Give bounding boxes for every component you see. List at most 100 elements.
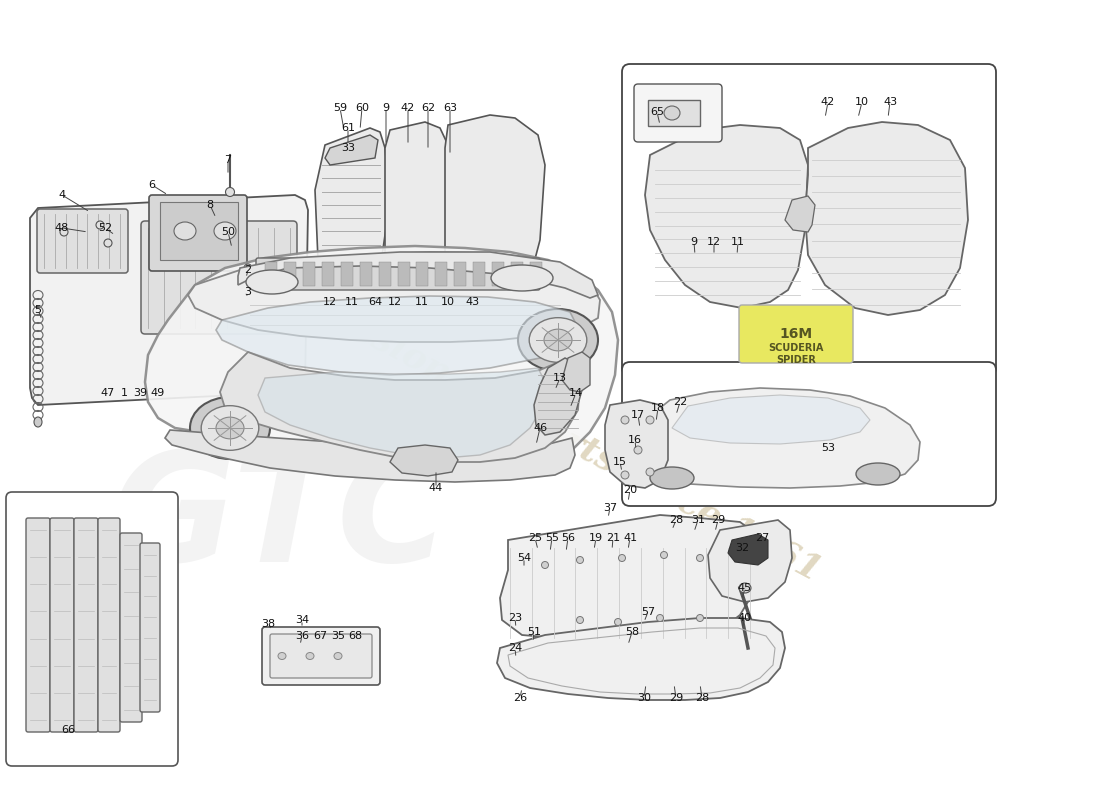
Text: 3: 3 [244,287,252,297]
Polygon shape [390,445,458,476]
Text: 25: 25 [528,533,542,543]
Ellipse shape [214,222,236,240]
Ellipse shape [529,318,586,362]
Text: 28: 28 [669,515,683,525]
Ellipse shape [244,284,252,292]
Ellipse shape [646,468,654,476]
Ellipse shape [618,554,626,562]
FancyBboxPatch shape [634,84,722,142]
FancyBboxPatch shape [262,627,380,685]
Text: 5: 5 [34,305,42,315]
Text: 40: 40 [738,613,752,623]
Text: 49: 49 [151,388,165,398]
Text: 28: 28 [695,693,710,703]
Text: 56: 56 [561,533,575,543]
Ellipse shape [518,309,598,371]
FancyBboxPatch shape [270,634,372,678]
Text: 23: 23 [508,613,522,623]
Text: 46: 46 [532,423,547,433]
Text: 38: 38 [261,619,275,629]
Text: 41: 41 [623,533,637,543]
Text: 65: 65 [650,107,664,117]
FancyBboxPatch shape [74,518,98,732]
Text: 33: 33 [341,143,355,153]
Ellipse shape [244,264,252,272]
FancyBboxPatch shape [621,362,996,506]
Ellipse shape [856,463,900,485]
Text: 34: 34 [295,615,309,625]
Text: 12: 12 [707,237,722,247]
Ellipse shape [657,614,663,622]
Ellipse shape [615,618,622,626]
Text: 8: 8 [207,200,213,210]
Polygon shape [645,125,808,308]
Ellipse shape [634,446,642,454]
Polygon shape [258,368,544,458]
Ellipse shape [646,416,654,424]
Text: 50: 50 [221,227,235,237]
Bar [648,100,700,126]
Polygon shape [728,534,768,565]
Ellipse shape [576,617,583,623]
Polygon shape [188,252,600,342]
Text: 15: 15 [613,457,627,467]
Text: 12: 12 [388,297,403,307]
Polygon shape [324,135,378,165]
Text: 9: 9 [383,103,389,113]
Bar [341,262,353,286]
Text: 27: 27 [755,533,769,543]
Bar [322,262,333,286]
Polygon shape [385,122,450,278]
Text: a passion for parts since 1961: a passion for parts since 1961 [273,272,827,588]
Text: 1: 1 [121,388,128,398]
Polygon shape [534,358,582,435]
Polygon shape [605,400,668,488]
Text: 36: 36 [295,631,309,641]
Text: 52: 52 [98,223,112,233]
Bar [360,262,372,286]
Ellipse shape [174,222,196,240]
Bar [160,202,238,260]
Polygon shape [562,352,590,392]
Text: 42: 42 [821,97,835,107]
Ellipse shape [190,397,270,459]
Text: 31: 31 [691,515,705,525]
Polygon shape [708,520,792,602]
Polygon shape [238,252,598,298]
Text: 68: 68 [348,631,362,641]
Text: 21: 21 [606,533,620,543]
Bar [397,262,409,286]
FancyBboxPatch shape [6,492,178,766]
Ellipse shape [696,614,704,622]
Bar [492,262,504,286]
Ellipse shape [491,265,553,291]
Text: 29: 29 [669,693,683,703]
Text: 12: 12 [323,297,337,307]
Polygon shape [497,618,785,700]
Bar [417,262,428,286]
Ellipse shape [96,221,104,229]
Polygon shape [500,515,762,642]
FancyBboxPatch shape [148,195,248,271]
Text: 14: 14 [569,388,583,398]
Text: 59: 59 [333,103,348,113]
Text: 16: 16 [628,435,642,445]
Text: 11: 11 [345,297,359,307]
Ellipse shape [621,471,629,479]
Polygon shape [315,128,390,278]
Ellipse shape [696,554,704,562]
Text: 26: 26 [513,693,527,703]
Polygon shape [785,196,815,232]
FancyBboxPatch shape [50,518,74,732]
Text: 48: 48 [55,223,69,233]
Polygon shape [805,122,968,315]
Bar [284,262,296,286]
Text: 67: 67 [312,631,327,641]
Text: 43: 43 [883,97,898,107]
Polygon shape [30,195,308,405]
Text: 37: 37 [603,503,617,513]
Text: 39: 39 [133,388,147,398]
Text: 4: 4 [58,190,66,200]
Polygon shape [672,395,870,444]
Bar [378,262,390,286]
